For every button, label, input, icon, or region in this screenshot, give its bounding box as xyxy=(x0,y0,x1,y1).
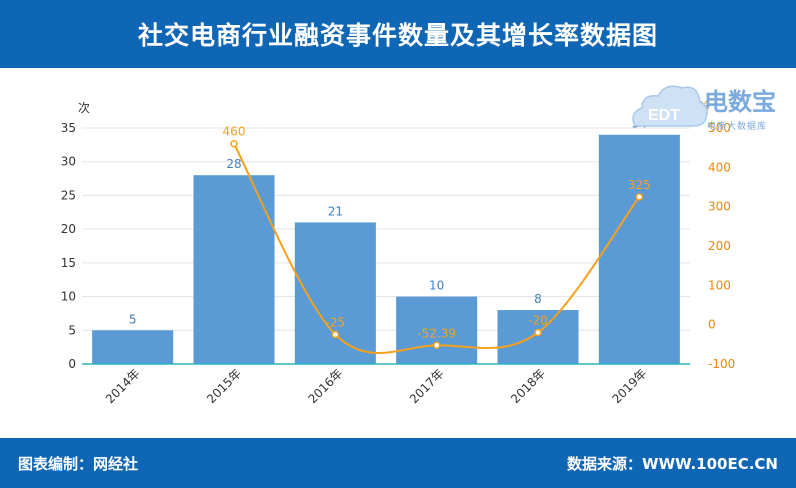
bar xyxy=(497,310,579,364)
bar-series xyxy=(92,134,680,364)
line-point xyxy=(534,328,542,337)
y-right-tick-label: 500 xyxy=(708,121,731,135)
x-tick-label: 2015年 xyxy=(204,366,244,406)
y-left-tick-label: 10 xyxy=(61,290,76,304)
y-left-tick-label: 25 xyxy=(61,188,76,202)
y-right-tick-label: -100 xyxy=(708,357,735,371)
line-series xyxy=(230,139,644,354)
bar xyxy=(598,134,680,364)
line-value-label: 460 xyxy=(223,125,246,139)
footer-compiler: 图表编制：网经社 xyxy=(18,455,139,473)
y-left-tick-label: 5 xyxy=(68,323,76,337)
y-right-tick-label: 200 xyxy=(708,239,731,253)
y-right-tick-label: 0 xyxy=(708,318,716,332)
line-value-label: 325 xyxy=(628,178,651,192)
line-value-label: -52.39 xyxy=(417,326,456,340)
bar-value-label: 10 xyxy=(429,279,444,293)
line-value-label: -25 xyxy=(326,316,346,330)
x-tick-label: 2018年 xyxy=(508,366,548,406)
line-point xyxy=(432,341,441,350)
y-right-tick-label: 400 xyxy=(708,160,731,174)
y-left-tick-label: 0 xyxy=(68,357,76,371)
line-point xyxy=(331,330,340,339)
bar-value-label: 21 xyxy=(328,204,343,218)
y-left-tick-label: 15 xyxy=(61,256,76,270)
footer: 图表编制：网经社 数据来源：WWW.100EC.CN xyxy=(0,438,796,488)
line-point xyxy=(230,139,238,148)
bar-value-label: 8 xyxy=(534,292,542,306)
logo-mark: EDT xyxy=(648,107,680,124)
bar xyxy=(193,175,275,364)
logo-cloud-icon: EDT xyxy=(632,85,708,127)
x-tick-label: 2019年 xyxy=(609,366,649,406)
chart: 05101520253035次-1000100200300400500%2014… xyxy=(61,99,736,406)
y-right-tick-label: 300 xyxy=(708,200,731,214)
y-left-tick-label: 20 xyxy=(61,222,76,236)
x-tick-label: 2016年 xyxy=(305,366,345,406)
logo-subtitle: 电商大数据库 xyxy=(707,122,768,132)
grid-lines xyxy=(82,127,690,331)
y-right-tick-label: 100 xyxy=(708,278,731,292)
bar xyxy=(92,330,174,364)
line-point xyxy=(635,193,644,201)
footer-source: 数据来源：WWW.100EC.CN xyxy=(567,455,778,473)
line-value-label: -20 xyxy=(528,314,548,328)
bar-value-label: 28 xyxy=(226,157,241,171)
y-left-axis-label: 次 xyxy=(78,101,90,115)
x-tick-label: 2014年 xyxy=(103,366,143,406)
y-left-tick-label: 30 xyxy=(61,155,76,169)
bar xyxy=(294,222,376,364)
bar xyxy=(396,296,478,364)
page-title: 社交电商行业融资事件数量及其增长率数据图 xyxy=(0,0,796,68)
bar-value-label: 5 xyxy=(129,312,137,326)
x-tick-label: 2017年 xyxy=(407,366,447,406)
y-left-tick-label: 35 xyxy=(61,121,76,135)
logo-name: 电数宝 xyxy=(704,88,776,116)
